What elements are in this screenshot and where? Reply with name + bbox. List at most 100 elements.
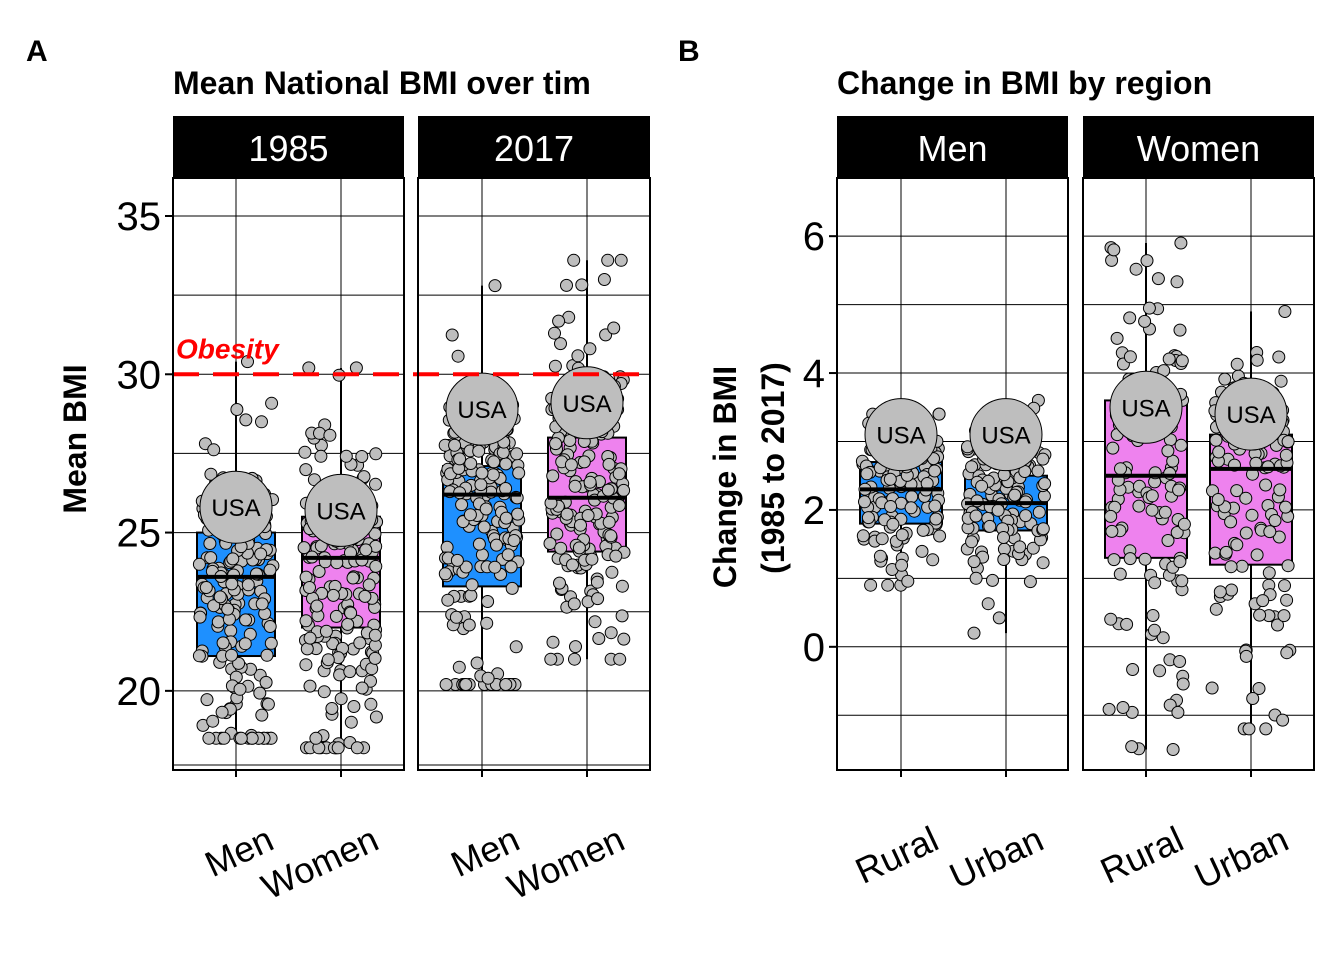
data-point bbox=[1138, 314, 1152, 328]
data-point bbox=[969, 509, 983, 523]
data-point bbox=[451, 349, 465, 363]
data-point bbox=[475, 466, 489, 480]
data-point bbox=[861, 511, 875, 525]
data-point bbox=[317, 685, 331, 699]
data-point bbox=[543, 537, 557, 550]
data-point bbox=[1116, 701, 1130, 714]
data-point bbox=[997, 553, 1011, 566]
data-point bbox=[472, 444, 486, 458]
data-point bbox=[1107, 553, 1121, 567]
data-point bbox=[481, 595, 495, 608]
data-point bbox=[1211, 493, 1225, 506]
data-point bbox=[1274, 374, 1288, 388]
data-point bbox=[449, 610, 463, 624]
data-point bbox=[512, 466, 526, 480]
data-point bbox=[568, 479, 582, 493]
data-point bbox=[858, 495, 871, 509]
data-point bbox=[1268, 514, 1282, 527]
data-point bbox=[1032, 505, 1046, 519]
data-point bbox=[233, 682, 247, 696]
data-point bbox=[1102, 702, 1116, 716]
data-point bbox=[1145, 503, 1159, 517]
usa-marker bbox=[550, 366, 624, 440]
data-point bbox=[1250, 548, 1264, 562]
data-point bbox=[614, 253, 628, 267]
data-point bbox=[548, 326, 561, 340]
data-point bbox=[926, 553, 940, 567]
data-point bbox=[1129, 262, 1143, 276]
data-point bbox=[1008, 488, 1022, 502]
data-point bbox=[453, 452, 467, 466]
data-point bbox=[986, 573, 999, 587]
data-point bbox=[548, 359, 562, 373]
data-point bbox=[221, 602, 235, 616]
data-point bbox=[590, 575, 604, 589]
data-point bbox=[552, 314, 566, 328]
data-point bbox=[883, 472, 897, 486]
data-point bbox=[369, 559, 383, 573]
data-point bbox=[1123, 350, 1137, 364]
data-point bbox=[553, 576, 566, 590]
data-point bbox=[1261, 460, 1275, 474]
chart-a-marks: USA USA USA USA Obesity bbox=[173, 253, 650, 755]
usa-label: USA bbox=[562, 391, 611, 418]
data-point bbox=[255, 708, 269, 722]
data-point bbox=[567, 253, 581, 267]
data-point bbox=[1277, 609, 1291, 623]
data-point bbox=[459, 560, 473, 574]
data-point bbox=[965, 535, 979, 549]
data-point bbox=[334, 692, 348, 706]
data-point bbox=[480, 616, 494, 630]
data-point bbox=[445, 328, 459, 342]
x-tick-label-women: Women bbox=[501, 818, 630, 907]
data-point bbox=[1280, 593, 1294, 607]
data-point bbox=[230, 403, 244, 416]
usa-marker bbox=[969, 398, 1043, 472]
data-point bbox=[259, 675, 273, 689]
data-point bbox=[860, 467, 874, 481]
data-point bbox=[263, 563, 277, 577]
data-point bbox=[439, 678, 453, 691]
data-point bbox=[1256, 594, 1270, 608]
data-point bbox=[1252, 682, 1266, 695]
data-point bbox=[459, 678, 473, 691]
facet-label-women: Women bbox=[1137, 128, 1260, 169]
data-point bbox=[592, 632, 606, 645]
usa-label: USA bbox=[316, 498, 365, 525]
data-point bbox=[612, 499, 626, 512]
data-point bbox=[319, 624, 333, 638]
data-point bbox=[204, 467, 218, 481]
data-point bbox=[588, 615, 602, 629]
data-point bbox=[310, 599, 324, 613]
data-point bbox=[462, 618, 476, 632]
data-point bbox=[490, 538, 503, 552]
usa-label: USA bbox=[876, 423, 925, 450]
data-point bbox=[967, 555, 981, 569]
data-point bbox=[1038, 477, 1052, 491]
data-point bbox=[1104, 612, 1118, 626]
data-point bbox=[1107, 243, 1121, 257]
data-point bbox=[325, 702, 339, 715]
data-point bbox=[207, 443, 221, 457]
chart-b: Change in BMI by region Change in BMI (1… bbox=[707, 65, 1315, 897]
x-tick-label-rural: Rural bbox=[849, 818, 944, 892]
data-point bbox=[303, 631, 317, 645]
data-point bbox=[604, 626, 618, 640]
data-point bbox=[1113, 567, 1127, 581]
data-point bbox=[554, 541, 568, 555]
data-point bbox=[1213, 585, 1227, 599]
y-tick-label: 20 bbox=[117, 670, 162, 714]
data-point bbox=[313, 426, 326, 440]
data-point bbox=[583, 342, 597, 356]
data-point bbox=[873, 549, 887, 563]
data-point bbox=[440, 540, 454, 554]
data-point bbox=[329, 609, 343, 623]
data-point bbox=[486, 468, 500, 482]
facet-label-1985: 1985 bbox=[248, 128, 328, 169]
data-point bbox=[226, 552, 240, 566]
data-point bbox=[1278, 579, 1291, 593]
data-point bbox=[970, 494, 984, 508]
data-point bbox=[234, 731, 248, 745]
data-point bbox=[364, 674, 377, 688]
